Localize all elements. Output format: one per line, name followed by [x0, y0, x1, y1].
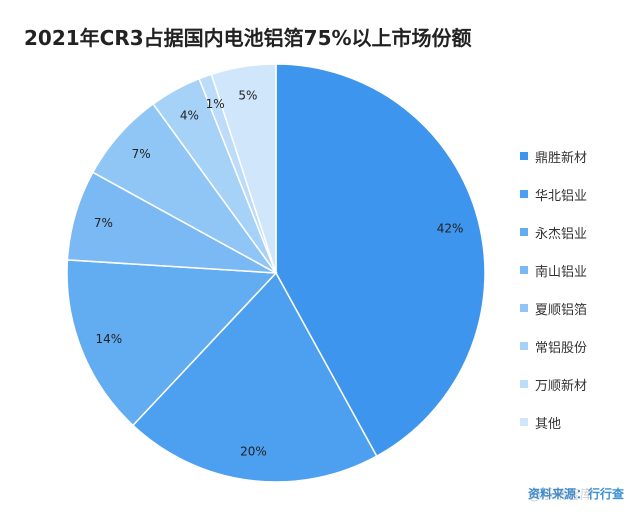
data-label-1: 42% — [437, 221, 464, 235]
pie-slice-8 — [210, 63, 277, 274]
legend-swatch — [520, 418, 528, 426]
legend-swatch — [520, 380, 528, 388]
legend-item-2: 华北铝业 — [520, 175, 587, 213]
legend-label: 华北铝业 — [535, 188, 588, 204]
legend-item-5: 夏顺铝箔 — [520, 289, 587, 327]
legend-label: 其他 — [535, 416, 562, 432]
pie-slice-2 — [131, 271, 378, 483]
data-label-7: 1% — [206, 97, 225, 111]
watermark: @乐晴智库 — [528, 488, 594, 503]
legend-item-1: 鼎胜新材 — [520, 137, 587, 175]
chart-title: 2021年CR3占据国内电池铝箔75%以上市场份额 — [24, 26, 472, 50]
pie-slice-1 — [275, 63, 486, 458]
legend-swatch — [520, 266, 528, 274]
data-label-3: 14% — [96, 332, 123, 346]
legend-item-6: 常铝股份 — [520, 327, 587, 365]
legend-label: 鼎胜新材 — [535, 150, 588, 166]
data-labels: 42% 20% 14% 7% 7% 4% 1% 5% — [94, 88, 464, 458]
legend-swatch — [520, 342, 528, 350]
legend-swatch — [520, 228, 528, 236]
legend-label: 夏顺铝箔 — [535, 302, 588, 318]
legend-label: 南山铝业 — [535, 264, 588, 280]
legend-swatch — [520, 304, 528, 312]
source-note: 资料来源：行行查 — [527, 487, 624, 501]
legend-item-8: 其他 — [520, 403, 587, 441]
legend-item-7: 万顺新材 — [520, 365, 587, 403]
legend-swatch — [520, 152, 528, 160]
chart-legend: 鼎胜新材华北铝业永杰铝业南山铝业夏顺铝箔常铝股份万顺新材其他 — [520, 137, 587, 441]
data-label-6: 4% — [180, 108, 199, 122]
legend-label: 永杰铝业 — [535, 226, 588, 242]
legend-item-4: 南山铝业 — [520, 251, 587, 289]
pie-slice-3 — [66, 259, 278, 427]
data-label-4: 7% — [94, 216, 113, 230]
pie-slices — [66, 63, 486, 483]
legend-label: 万顺新材 — [535, 378, 588, 394]
data-label-5: 7% — [132, 147, 151, 161]
legend-label: 常铝股份 — [535, 340, 588, 356]
data-label-2: 20% — [240, 444, 267, 458]
legend-swatch — [520, 190, 528, 198]
data-label-8: 5% — [238, 88, 257, 102]
legend-item-3: 永杰铝业 — [520, 213, 587, 251]
